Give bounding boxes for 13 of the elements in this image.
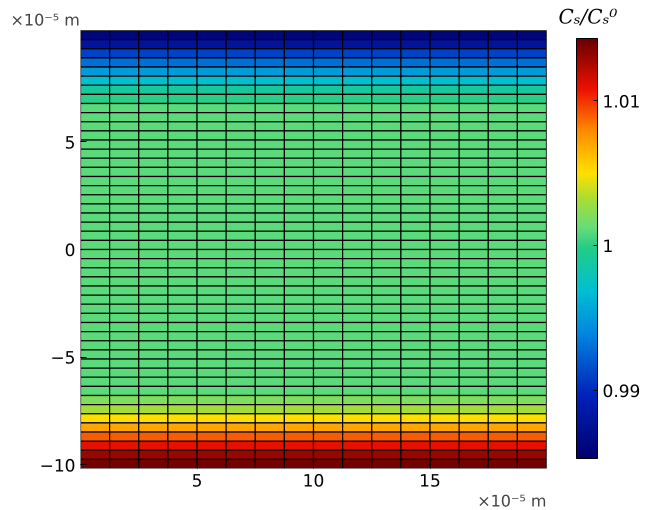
color-bar-label: 0.99: [602, 382, 640, 402]
x-axis-title: ×10⁻⁵ m: [477, 492, 546, 510]
color-bar-label: 1: [602, 237, 614, 258]
x-tick-label: 15: [419, 472, 441, 492]
x-tick-label: 10: [302, 472, 324, 492]
color-bar-label: 1.01: [602, 92, 640, 112]
y-tick-label: 5: [64, 133, 76, 154]
y-axis-title: ×10⁻⁵ m: [10, 10, 80, 30]
y-tick-label: −10: [40, 456, 76, 476]
x-tick-label: 5: [192, 472, 202, 492]
y-tick-label: −5: [50, 348, 76, 369]
y-tick-label: 0: [64, 241, 76, 261]
color-bar-title: Cₛ/Cₛ⁰: [558, 4, 618, 28]
